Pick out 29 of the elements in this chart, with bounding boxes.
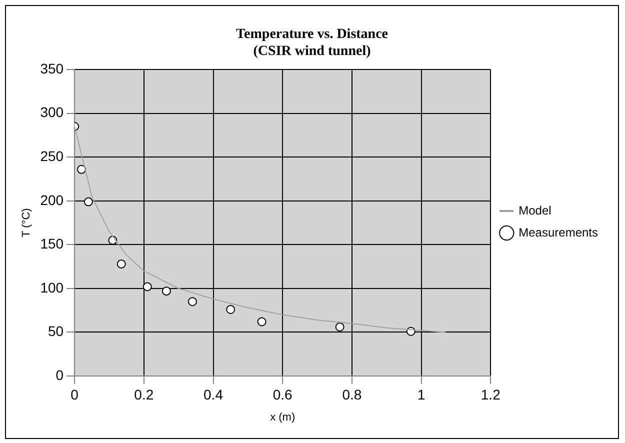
- y-tick-label: 0: [56, 366, 64, 383]
- x-tick-label: 0: [70, 386, 79, 402]
- x-tick-label: 0.2: [134, 386, 154, 402]
- y-tick-label: 350: [40, 60, 64, 76]
- x-tick-label: 0.6: [272, 386, 293, 402]
- point: [142, 282, 152, 292]
- chart-title: Temperature vs. Distance (CSIR wind tunnel): [236, 27, 388, 59]
- point: [116, 259, 126, 268]
- x-axis-title: x (m): [270, 411, 296, 424]
- y-tick-label: 200: [40, 192, 64, 208]
- point: [257, 317, 266, 326]
- point: [162, 286, 171, 296]
- y-axis-title: T (°C): [20, 208, 33, 238]
- point: [335, 322, 344, 332]
- point: [188, 297, 197, 306]
- point: [226, 304, 236, 314]
- point: [84, 197, 93, 206]
- x-tick-label: 1: [417, 386, 426, 402]
- y-tick-label: 250: [40, 148, 64, 164]
- y-tick-label: 100: [40, 279, 64, 296]
- y-tick-label: 300: [40, 104, 64, 120]
- x-tick-label: 0.8: [342, 386, 362, 402]
- x-tick-label: 0.4: [204, 386, 224, 402]
- legend-label: Model: [518, 203, 552, 218]
- x-tick-label: 1.2: [480, 386, 501, 402]
- y-tick-label: 50: [48, 323, 64, 340]
- y-tick-label: 150: [40, 236, 64, 252]
- legend-label: Measurements: [518, 225, 598, 240]
- point: [76, 164, 86, 174]
